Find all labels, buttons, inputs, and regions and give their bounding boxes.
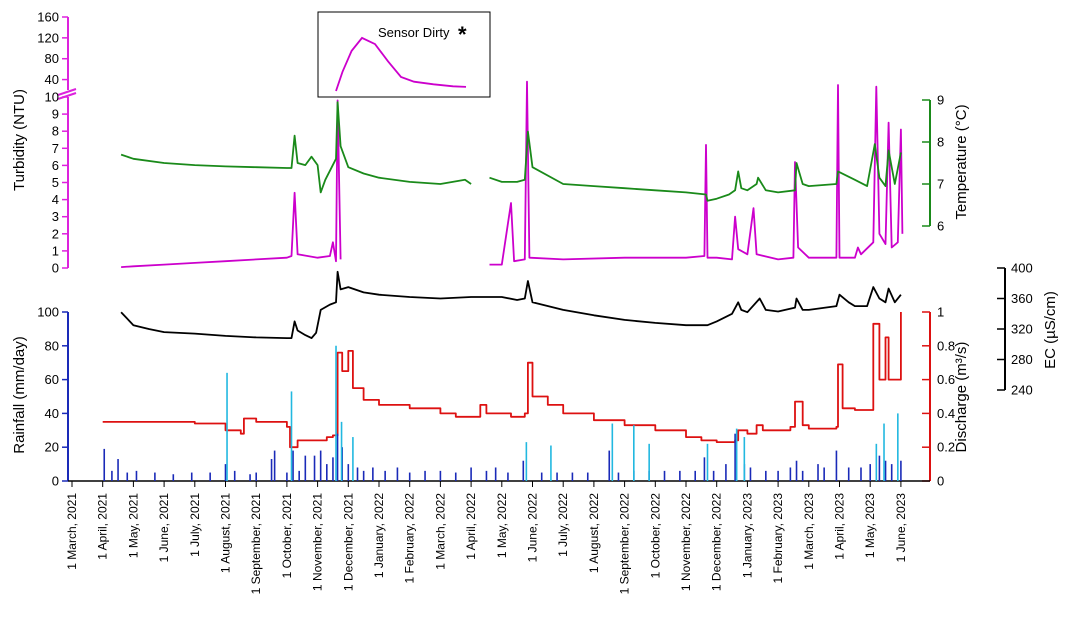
x-tick-label: 1 June, 2023 (894, 493, 908, 563)
sensor-dirty-inset: Sensor Dirty * (317, 11, 491, 98)
x-tick-label: 1 May, 2021 (126, 493, 140, 558)
discharge-tick-label: 0.6 (937, 372, 955, 387)
inset-asterisk: * (458, 22, 467, 47)
temperature-tick-label: 8 (937, 135, 944, 150)
axis-break-mark (57, 92, 77, 100)
temperature-line (489, 130, 902, 202)
discharge-tick-label: 0.2 (937, 440, 955, 455)
rainfall-tick-label: 20 (45, 440, 59, 455)
ec-tick-label: 240 (1011, 383, 1033, 398)
x-tick-label: 1 August, 2022 (587, 493, 601, 573)
turbidity-tick-label: 1 (52, 243, 59, 258)
ec-tick-label: 280 (1011, 352, 1033, 367)
x-tick-label: 1 April, 2022 (464, 493, 478, 560)
x-tick-label: 1 January, 2022 (372, 493, 386, 578)
ec-line (120, 270, 902, 339)
rainfall-tick-label: 60 (45, 372, 59, 387)
x-tick-label: 1 December, 2021 (341, 493, 355, 591)
x-tick-label: 1 November, 2022 (679, 493, 693, 591)
x-tick-label: 1 June, 2021 (157, 493, 171, 563)
x-tick-label: 1 March, 2023 (802, 493, 816, 570)
temperature-tick-label: 6 (937, 219, 944, 234)
x-tick-label: 1 February, 2023 (771, 493, 785, 584)
turbidity-line (121, 99, 342, 268)
turbidity-line (489, 80, 904, 266)
discharge-tick-label: 0 (937, 474, 944, 489)
x-tick-label: 1 May, 2022 (495, 493, 509, 558)
x-tick-label: 1 September, 2021 (249, 493, 263, 595)
ec-tick-label: 320 (1011, 322, 1033, 337)
x-tick-label: 1 February, 2022 (403, 493, 417, 584)
x-tick-label: 1 November, 2021 (311, 493, 325, 591)
inset-frame (317, 11, 491, 98)
rainfall-axis-title: Rainfall (mm/day) (11, 336, 28, 454)
temperature-axis-title: Temperature (°C) (953, 104, 970, 219)
axis-break-mark (57, 88, 77, 96)
turbidity-tick-label: 2 (52, 226, 59, 241)
turbidity-upper-tick-label: 40 (45, 72, 59, 87)
x-tick-label: 1 June, 2022 (526, 493, 540, 563)
rainfall-tick-label: 100 (37, 305, 59, 320)
turbidity-tick-label: 7 (52, 141, 59, 156)
turbidity-tick-label: 8 (52, 124, 59, 139)
turbidity-tick-label: 9 (52, 107, 59, 122)
temperature-tick-label: 7 (937, 177, 944, 192)
turbidity-tick-label: 6 (52, 158, 59, 173)
turbidity-upper-tick-label: 160 (37, 10, 59, 25)
temperature-line (120, 101, 472, 194)
x-tick-label: 1 January, 2023 (740, 493, 754, 578)
x-tick-label: 1 August, 2021 (219, 493, 233, 573)
turbidity-axis-title: Turbidity (NTU) (11, 89, 28, 191)
inset-annotation: Sensor Dirty (378, 25, 450, 40)
series-layer (102, 80, 904, 481)
discharge-axis-title: Discharge (m³/s) (953, 342, 970, 453)
labels-layer: 0123456789104080120160678924028032036040… (11, 10, 1059, 595)
x-tick-label: 1 July, 2022 (556, 493, 570, 557)
x-tick-label: 1 October, 2022 (648, 493, 662, 579)
x-tick-label: 1 April, 2023 (833, 493, 847, 560)
axes-layer (57, 16, 1006, 487)
discharge-tick-label: 0.8 (937, 338, 955, 353)
x-tick-label: 1 December, 2022 (710, 493, 724, 591)
x-tick-label: 1 March, 2022 (433, 493, 447, 570)
turbidity-tick-label: 4 (52, 192, 59, 207)
turbidity-upper-tick-label: 120 (37, 30, 59, 45)
x-tick-label: 1 October, 2021 (280, 493, 294, 579)
inset-turbidity-line (335, 36, 467, 92)
x-tick-label: 1 March, 2021 (65, 493, 79, 570)
temperature-tick-label: 9 (937, 93, 944, 108)
turbidity-upper-tick-label: 80 (45, 51, 59, 66)
ec-tick-label: 360 (1011, 291, 1033, 306)
discharge-tick-label: 0.4 (937, 406, 955, 421)
discharge-line (102, 312, 902, 449)
discharge-tick-label: 1 (937, 305, 944, 320)
rainfall-tick-label: 80 (45, 338, 59, 353)
turbidity-tick-label: 10 (45, 90, 59, 105)
x-tick-label: 1 September, 2022 (618, 493, 632, 595)
rainfall-tick-label: 40 (45, 406, 59, 421)
x-tick-label: 1 April, 2021 (96, 493, 110, 560)
ec-axis-title: EC (µS/cm) (1042, 291, 1059, 369)
turbidity-tick-label: 0 (52, 261, 59, 276)
rainfall-tick-label: 0 (52, 474, 59, 489)
turbidity-tick-label: 5 (52, 175, 59, 190)
x-tick-label: 1 July, 2021 (188, 493, 202, 557)
ec-tick-label: 400 (1011, 261, 1033, 276)
turbidity-tick-label: 3 (52, 209, 59, 224)
x-tick-label: 1 May, 2023 (863, 493, 877, 558)
